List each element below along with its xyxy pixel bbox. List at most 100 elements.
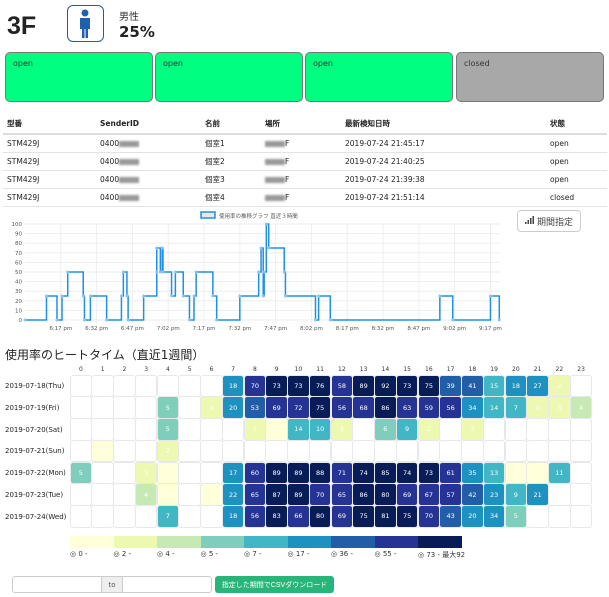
heatmap-cell: 5 <box>69 461 93 485</box>
data-point <box>155 270 159 274</box>
heatmap-cell <box>439 418 462 441</box>
heatmap-cell: 3 <box>134 461 158 485</box>
heatmap-cell <box>526 418 549 441</box>
period-button[interactable]: 期間指定 <box>517 210 581 232</box>
data-point <box>211 294 215 298</box>
place-cell: F <box>261 170 341 189</box>
legend-swatch <box>200 211 216 219</box>
heatmap-cell <box>178 396 201 419</box>
legend-swatch <box>374 536 418 548</box>
heatmap-cell <box>69 505 93 528</box>
y-tick-label: 10 <box>15 308 22 314</box>
usage-line-chart: 使用率の推移グラフ 直近３時間 0 10 20 30 40 50 60 70 80 90 100 6:1… <box>12 211 502 332</box>
stall-card-3[interactable]: open <box>305 52 453 102</box>
to-date-input[interactable] <box>122 576 212 593</box>
data-point <box>142 294 146 298</box>
stall-card-1[interactable]: open <box>5 52 153 102</box>
hour-label: 20 <box>512 366 520 373</box>
col-header: SenderID <box>96 114 201 135</box>
usage-percent: 25% <box>119 23 155 41</box>
stall-status: open <box>313 59 333 68</box>
male-icon <box>67 5 104 42</box>
heatmap-cell: 10 <box>308 418 332 441</box>
data-point <box>125 294 129 298</box>
place-cell-text: F <box>285 157 290 166</box>
from-date-input[interactable] <box>12 576 102 593</box>
heatmap-cell: 56 <box>243 505 267 528</box>
y-tick-label: 80 <box>15 241 22 247</box>
heatmap-cell: 68 <box>352 396 375 419</box>
floor-label: 3F <box>7 12 37 40</box>
heatmap-cell: 75 <box>352 505 375 528</box>
heatmap-cell: 56 <box>330 396 354 419</box>
heatmap-cell: 83 <box>265 505 288 528</box>
heatmap-cell <box>526 505 549 528</box>
data-point <box>257 270 261 274</box>
model-cell-text: STM429J <box>7 139 40 148</box>
heatmap-cell: 59 <box>417 396 441 419</box>
time-cell: 2019-07-24 21:40:25 <box>341 152 546 171</box>
heatmap-cell: 6 <box>374 418 397 441</box>
heatmap-cell <box>374 439 397 463</box>
heatmap-cell: 70 <box>417 505 441 528</box>
csv-download-button[interactable]: 指定した期間でCSVダウンロード <box>215 576 334 593</box>
data-point <box>88 294 92 298</box>
stall-card-4[interactable]: closed <box>456 52 604 102</box>
heatmap-cell <box>91 396 114 419</box>
y-tick-label: 50 <box>15 270 22 276</box>
heatmap-cell: 1 <box>504 461 528 485</box>
heatmap-cell: 35 <box>461 461 484 485</box>
usage-line <box>25 223 501 321</box>
heatmap-cell: 69 <box>395 483 419 506</box>
table-row: STM429J 0400 個室2 F 2019-07-24 21:40:25 open <box>3 152 607 171</box>
legend-swatch <box>287 536 331 548</box>
redacted-text <box>265 195 285 201</box>
data-point <box>155 246 159 250</box>
heatmap-cell: 3 <box>330 418 354 441</box>
legend-swatch <box>244 536 288 548</box>
x-tick-label: 8:02 pm <box>300 326 323 332</box>
heatmap-title: 使用率のヒートタイム（直近1週間） <box>5 348 205 362</box>
y-tick-label: 30 <box>15 289 22 295</box>
heatmap-cell: 81 <box>374 505 397 528</box>
col-header: 場所 <box>261 114 341 135</box>
col-header: 名前 <box>201 114 261 135</box>
stall-status: open <box>163 59 183 68</box>
state-cell: open <box>546 170 607 189</box>
heatmap-cell: 7 <box>504 396 528 419</box>
heatmap-cell <box>178 461 201 485</box>
heatmap-cell <box>569 461 593 485</box>
data-point <box>317 294 321 298</box>
name-cell-text: 個室4 <box>205 193 225 202</box>
heatmap-cell: 72 <box>287 396 310 419</box>
x-tick-label: 6:47 pm <box>121 326 144 332</box>
bar-chart-icon <box>524 215 534 227</box>
state-cell: open <box>546 152 607 171</box>
sender-id-cell-text: 0400 <box>100 175 120 184</box>
hour-label: 21 <box>533 366 542 373</box>
stall-card-2[interactable]: open <box>155 52 303 102</box>
model-cell-text: STM429J <box>7 193 40 202</box>
heatmap-cell: 69 <box>330 505 354 528</box>
redacted-text <box>265 159 285 165</box>
data-point <box>181 294 185 298</box>
legend-swatch <box>70 536 114 548</box>
heatmap-cell: 76 <box>308 374 332 398</box>
hour-label: 10 <box>294 366 303 373</box>
legend-label: ◎ 55 - <box>374 550 397 558</box>
heatmap-cell: 21 <box>526 483 549 506</box>
heatmap-cell <box>113 418 136 441</box>
heatmap-cell: 2 <box>417 418 441 441</box>
heatmap-cell <box>569 418 593 441</box>
legend-label: ◎ 7 - <box>244 550 262 558</box>
heatmap-cell: 27 <box>526 374 549 398</box>
heatmap-cell: 3 <box>243 418 267 441</box>
heatmap-cell: 5 <box>504 505 528 528</box>
hour-label: 3 <box>144 366 149 373</box>
place-cell: F <box>261 134 341 153</box>
time-cell-text: 2019-07-24 21:51:14 <box>345 193 425 202</box>
data-point <box>488 294 492 298</box>
heatmap-cell: 75 <box>417 374 441 398</box>
y-tick-label: 20 <box>15 299 22 305</box>
heatmap-cell <box>69 396 93 419</box>
